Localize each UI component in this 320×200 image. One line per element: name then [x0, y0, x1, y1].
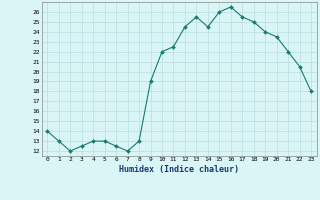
X-axis label: Humidex (Indice chaleur): Humidex (Indice chaleur)	[119, 165, 239, 174]
